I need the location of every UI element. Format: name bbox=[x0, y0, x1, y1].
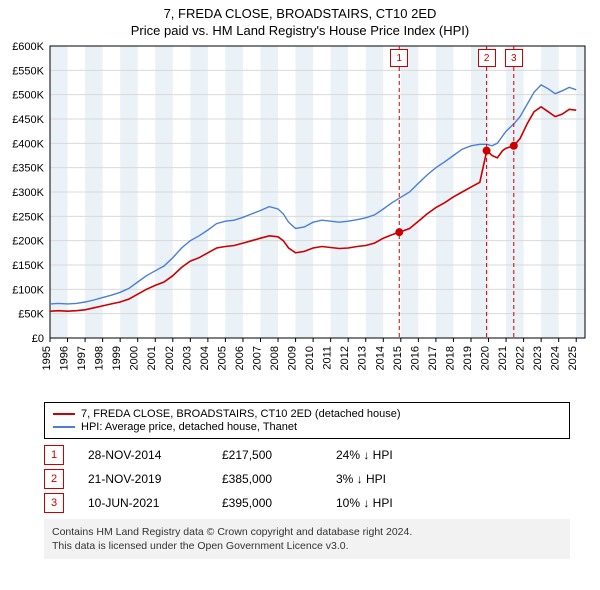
sales-row: 1 28-NOV-2014 £217,500 24% ↓ HPI bbox=[44, 445, 570, 465]
x-tick-label: 2019 bbox=[462, 346, 474, 370]
x-tick-label: 1999 bbox=[111, 346, 123, 370]
sale-date: 10-JUN-2021 bbox=[88, 496, 198, 510]
x-tick-label: 2009 bbox=[287, 346, 299, 370]
y-tick-label: £150K bbox=[12, 260, 44, 272]
x-tick-label: 2017 bbox=[427, 346, 439, 370]
y-tick-label: £200K bbox=[12, 236, 44, 248]
sale-diff: 24% ↓ HPI bbox=[336, 448, 436, 462]
x-tick-label: 2002 bbox=[164, 346, 176, 370]
sale-index-badge: 2 bbox=[44, 469, 64, 489]
sale-marker-dot bbox=[395, 228, 403, 236]
sale-price: £217,500 bbox=[222, 448, 312, 462]
sale-price: £385,000 bbox=[222, 472, 312, 486]
legend-row: HPI: Average price, detached house, Than… bbox=[53, 421, 561, 433]
legend-swatch bbox=[53, 413, 75, 415]
x-tick-label: 2012 bbox=[339, 346, 351, 370]
x-tick-label: 2018 bbox=[444, 346, 456, 370]
x-tick-label: 2003 bbox=[181, 346, 193, 370]
x-tick-label: 2010 bbox=[304, 346, 316, 370]
x-tick-label: 2008 bbox=[269, 346, 281, 370]
y-tick-label: £400K bbox=[12, 138, 44, 150]
x-tick-label: 2011 bbox=[322, 346, 334, 370]
sales-row: 3 10-JUN-2021 £395,000 10% ↓ HPI bbox=[44, 493, 570, 513]
sale-diff: 3% ↓ HPI bbox=[336, 472, 436, 486]
x-tick-label: 2022 bbox=[515, 346, 527, 370]
x-tick-label: 2005 bbox=[216, 346, 228, 370]
x-tick-label: 1995 bbox=[41, 346, 53, 370]
y-tick-label: £550K bbox=[12, 65, 44, 77]
x-tick-label: 2021 bbox=[497, 346, 509, 370]
x-tick-label: 2024 bbox=[550, 346, 562, 370]
y-tick-label: £300K bbox=[12, 187, 44, 199]
chart-container: { "titles": { "main": "7, FREDA CLOSE, B… bbox=[0, 0, 600, 559]
sale-marker-badge: 1 bbox=[390, 49, 408, 67]
x-tick-label: 2020 bbox=[480, 346, 492, 370]
sale-diff: 10% ↓ HPI bbox=[336, 496, 436, 510]
sale-price: £395,000 bbox=[222, 496, 312, 510]
x-tick-label: 2001 bbox=[146, 346, 158, 370]
x-tick-label: 1997 bbox=[76, 346, 88, 370]
sale-date: 21-NOV-2019 bbox=[88, 472, 198, 486]
y-tick-label: £600K bbox=[12, 41, 44, 53]
sales-row: 2 21-NOV-2019 £385,000 3% ↓ HPI bbox=[44, 469, 570, 489]
sale-marker-badge: 3 bbox=[505, 49, 523, 67]
chart-titles: 7, FREDA CLOSE, BROADSTAIRS, CT10 2ED Pr… bbox=[0, 0, 600, 38]
x-tick-label: 2007 bbox=[251, 346, 263, 370]
y-tick-label: £450K bbox=[12, 114, 44, 126]
x-tick-label: 2015 bbox=[392, 346, 404, 370]
legend: 7, FREDA CLOSE, BROADSTAIRS, CT10 2ED (d… bbox=[44, 402, 570, 439]
y-tick-label: £0 bbox=[32, 333, 44, 345]
x-tick-label: 1998 bbox=[94, 346, 106, 370]
sale-index-badge: 3 bbox=[44, 493, 64, 513]
sale-date: 28-NOV-2014 bbox=[88, 448, 198, 462]
y-tick-label: £100K bbox=[12, 284, 44, 296]
legend-label: 7, FREDA CLOSE, BROADSTAIRS, CT10 2ED (d… bbox=[81, 408, 401, 420]
legend-label: HPI: Average price, detached house, Than… bbox=[81, 421, 297, 433]
footer-line-2: This data is licensed under the Open Gov… bbox=[52, 539, 562, 553]
sale-marker-dot bbox=[510, 142, 518, 150]
legend-row: 7, FREDA CLOSE, BROADSTAIRS, CT10 2ED (d… bbox=[53, 408, 561, 420]
footer-line-1: Contains HM Land Registry data © Crown c… bbox=[52, 525, 562, 539]
y-tick-label: £500K bbox=[12, 90, 44, 102]
title-main: 7, FREDA CLOSE, BROADSTAIRS, CT10 2ED bbox=[0, 6, 600, 21]
x-tick-label: 2016 bbox=[409, 346, 421, 370]
x-tick-label: 2014 bbox=[374, 346, 386, 370]
y-tick-label: £50K bbox=[18, 309, 44, 321]
x-tick-label: 2013 bbox=[357, 346, 369, 370]
x-tick-label: 2004 bbox=[199, 346, 211, 370]
chart-plot-area: £0 £50K £100K £150K £200K £250K £300K £350K £400… bbox=[0, 38, 600, 398]
chart-svg: £0 £50K £100K £150K £200K £250K £300K £350K £400… bbox=[0, 38, 600, 398]
sales-table: 1 28-NOV-2014 £217,500 24% ↓ HPI 2 21-NOV-201… bbox=[44, 445, 570, 513]
footer-attribution: Contains HM Land Registry data © Crown c… bbox=[44, 519, 570, 559]
legend-swatch bbox=[53, 426, 75, 428]
y-tick-label: £350K bbox=[12, 163, 44, 175]
x-tick-label: 2025 bbox=[567, 346, 579, 370]
x-tick-label: 2023 bbox=[532, 346, 544, 370]
x-tick-label: 2000 bbox=[129, 346, 141, 370]
x-tick-label: 2006 bbox=[234, 346, 246, 370]
sale-marker-dot bbox=[483, 147, 491, 155]
y-tick-label: £250K bbox=[12, 211, 44, 223]
sale-index-badge: 1 bbox=[44, 445, 64, 465]
x-tick-label: 1996 bbox=[59, 346, 71, 370]
sale-marker-badge: 2 bbox=[478, 49, 496, 67]
title-sub: Price paid vs. HM Land Registry's House … bbox=[0, 23, 600, 38]
